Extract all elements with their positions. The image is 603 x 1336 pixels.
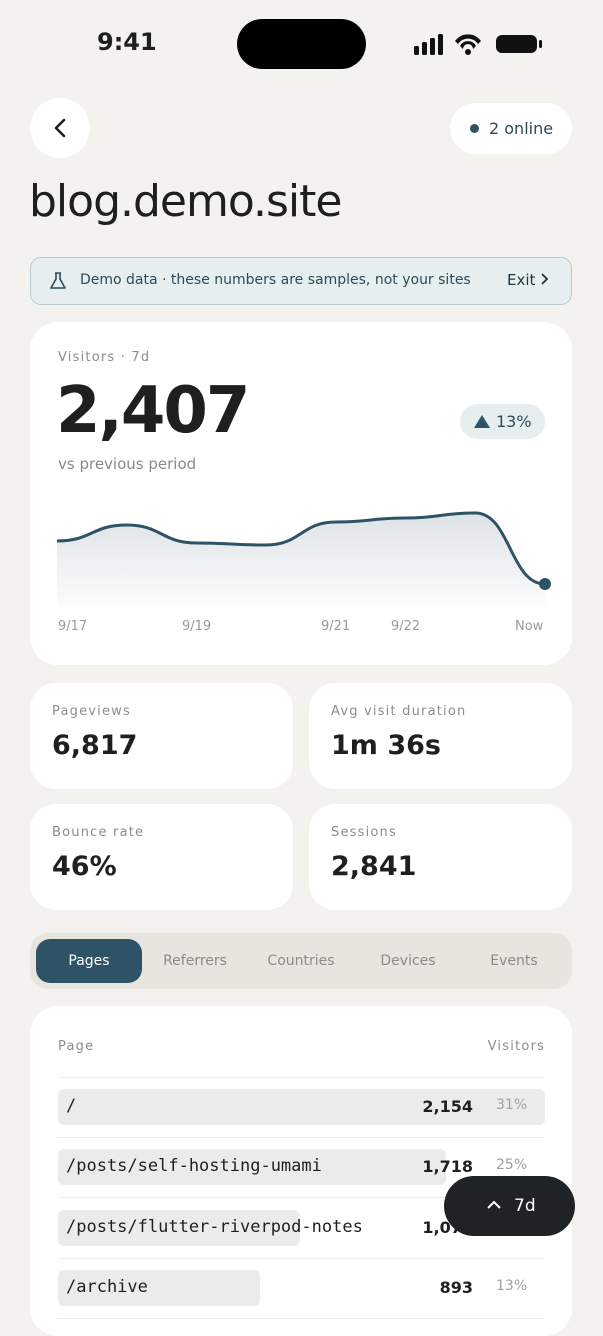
x-tick-label: 9/21 bbox=[321, 619, 350, 634]
tab[interactable]: Pages bbox=[36, 939, 142, 983]
back-icon bbox=[54, 118, 66, 138]
stat-label: Sessions bbox=[331, 825, 397, 840]
range-chevron bbox=[487, 1200, 501, 1209]
x-tick-label: 9/17 bbox=[58, 619, 87, 634]
range-label: 7d bbox=[514, 1196, 536, 1216]
chart-area bbox=[57, 513, 545, 605]
chart-line bbox=[56, 511, 546, 586]
tab[interactable]: Referrers bbox=[163, 953, 227, 969]
back-button[interactable] bbox=[30, 98, 90, 158]
visitors-card: Visitors · 7d 2,407 13% vs previous peri… bbox=[30, 322, 572, 665]
online-pill[interactable]: 2 online bbox=[450, 103, 572, 154]
share-bar bbox=[58, 1149, 447, 1186]
visitor-count: 2,154 bbox=[422, 1097, 473, 1116]
page-path[interactable]: /posts/flutter-riverpod-notes bbox=[66, 1216, 363, 1237]
visitor-share: 31% bbox=[496, 1097, 528, 1113]
row-divider bbox=[58, 1137, 545, 1138]
column-visitors: Visitors bbox=[487, 1039, 545, 1054]
visitors-label: Visitors · 7d bbox=[58, 350, 151, 365]
stat-label: Avg visit duration bbox=[331, 704, 467, 719]
online-text: 2 online bbox=[489, 119, 554, 138]
range-button[interactable]: 7d bbox=[444, 1176, 575, 1236]
change-pill: 13% bbox=[460, 404, 545, 439]
tab[interactable]: Devices bbox=[380, 953, 436, 969]
row-divider bbox=[58, 1257, 545, 1259]
stat-label: Bounce rate bbox=[52, 825, 145, 840]
tab[interactable]: Countries bbox=[267, 953, 335, 969]
exit-text: Exit bbox=[507, 271, 536, 289]
stat-card: Sessions 2,841 bbox=[309, 804, 572, 910]
status-icons bbox=[414, 34, 542, 55]
dynamic-island bbox=[237, 19, 366, 69]
change-value: 13% bbox=[496, 412, 532, 431]
visitors-caption: vs previous period bbox=[58, 455, 197, 473]
column-page: Page bbox=[58, 1039, 95, 1054]
exit-button[interactable]: Exit bbox=[507, 271, 549, 289]
stat-label: Pageviews bbox=[52, 704, 131, 719]
stat-value: 2,841 bbox=[331, 851, 417, 882]
page-path[interactable]: /archive bbox=[66, 1276, 148, 1297]
page-title: blog.demo.site bbox=[29, 176, 342, 227]
banner-text: Demo data · these numbers are samples, n… bbox=[80, 272, 471, 288]
visitor-count: 1,718 bbox=[422, 1157, 473, 1177]
stat-value: 1m 36s bbox=[331, 730, 441, 761]
stat-value: 46% bbox=[52, 851, 117, 882]
visitor-share: 13% bbox=[496, 1277, 528, 1294]
visitor-count: 893 bbox=[439, 1277, 473, 1297]
row-divider bbox=[58, 1077, 545, 1078]
row-divider bbox=[58, 1197, 545, 1199]
flask-icon bbox=[50, 272, 66, 289]
visitors-value: 2,407 bbox=[56, 374, 250, 448]
chart-end-dot bbox=[539, 578, 551, 590]
x-tick-label: 9/22 bbox=[391, 619, 420, 634]
x-tick-label: Now bbox=[515, 619, 544, 634]
page-path[interactable]: /posts/self-hosting-umami bbox=[66, 1156, 322, 1177]
exit-chevron bbox=[541, 273, 549, 285]
page-path[interactable]: / bbox=[66, 1096, 77, 1116]
demo-banner: Demo data · these numbers are samples, n… bbox=[30, 257, 572, 305]
online-dot bbox=[470, 124, 479, 133]
share-bar bbox=[58, 1269, 260, 1306]
tab[interactable]: Events bbox=[490, 953, 538, 969]
x-tick-label: 9/19 bbox=[182, 619, 211, 634]
stat-card: Pageviews 6,817 bbox=[30, 683, 293, 789]
stat-card: Avg visit duration 1m 36s bbox=[309, 683, 572, 789]
visitors-chart: 9/17 9/19 9/21 9/22 Now bbox=[56, 511, 551, 634]
share-bar bbox=[58, 1089, 545, 1125]
stat-card: Bounce rate 46% bbox=[30, 804, 293, 910]
status-time: 9:41 bbox=[97, 28, 157, 56]
stat-value: 6,817 bbox=[52, 730, 138, 761]
up-arrow bbox=[474, 415, 490, 428]
visitor-share: 25% bbox=[496, 1157, 528, 1174]
share-bar bbox=[58, 1209, 300, 1246]
row-divider bbox=[58, 1317, 545, 1319]
